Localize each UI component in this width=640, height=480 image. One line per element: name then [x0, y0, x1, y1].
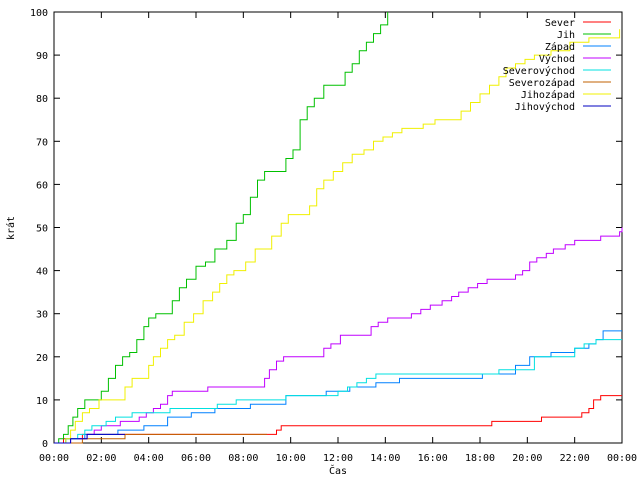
x-tick-label: 00:00 [607, 453, 637, 464]
x-tick-label: 00:00 [39, 453, 69, 464]
y-tick-label: 60 [36, 180, 48, 191]
x-axis-label: Čas [329, 464, 347, 477]
legend-label: Jihozápad [521, 89, 575, 101]
legend-label: Jihovýchod [515, 101, 575, 113]
y-tick-label: 100 [30, 8, 48, 19]
legend-label: Jih [557, 30, 575, 41]
series-4-line [54, 339, 622, 444]
legend-label: Severovýchod [503, 65, 575, 77]
y-tick-label: 30 [36, 310, 48, 321]
legend-label: Severozápad [509, 77, 575, 89]
axis-ticks: 0 10 20 30 40 50 60 70 80 90 100 00:00 02:00 04:00 06:… [30, 8, 637, 464]
series-5-line [54, 433, 267, 444]
x-tick-label: 22:00 [560, 453, 590, 464]
x-tick-label: 18:00 [465, 453, 495, 464]
y-tick-label: 40 [36, 267, 48, 278]
y-tick-label: 10 [36, 396, 48, 407]
x-tick-label: 02:00 [86, 453, 116, 464]
y-tick-label: 50 [36, 224, 48, 235]
legend: SeverJihZápadVýchodSeverovýchodSeverozáp… [503, 18, 611, 113]
series-6-line [54, 29, 621, 444]
legend-label: Západ [545, 41, 575, 53]
legend-label: Východ [539, 53, 575, 65]
y-axis-label: krát [5, 216, 17, 240]
x-tick-label: 14:00 [370, 453, 400, 464]
y-tick-label: 80 [36, 94, 48, 105]
series-7-line [54, 433, 125, 444]
legend-label: Sever [545, 18, 575, 29]
y-tick-label: 20 [36, 353, 48, 364]
x-tick-label: 06:00 [181, 453, 211, 464]
y-tick-label: 90 [36, 51, 48, 62]
x-tick-label: 12:00 [323, 453, 353, 464]
y-tick-label: 70 [36, 137, 48, 148]
series-lines [54, 12, 623, 444]
x-tick-label: 20:00 [512, 453, 542, 464]
x-tick-label: 10:00 [276, 453, 306, 464]
series-3-line [54, 227, 623, 444]
x-tick-label: 08:00 [228, 453, 258, 464]
series-1-line [54, 12, 389, 444]
x-tick-label: 04:00 [134, 453, 164, 464]
y-tick-label: 0 [42, 439, 48, 450]
x-tick-label: 16:00 [418, 453, 448, 464]
